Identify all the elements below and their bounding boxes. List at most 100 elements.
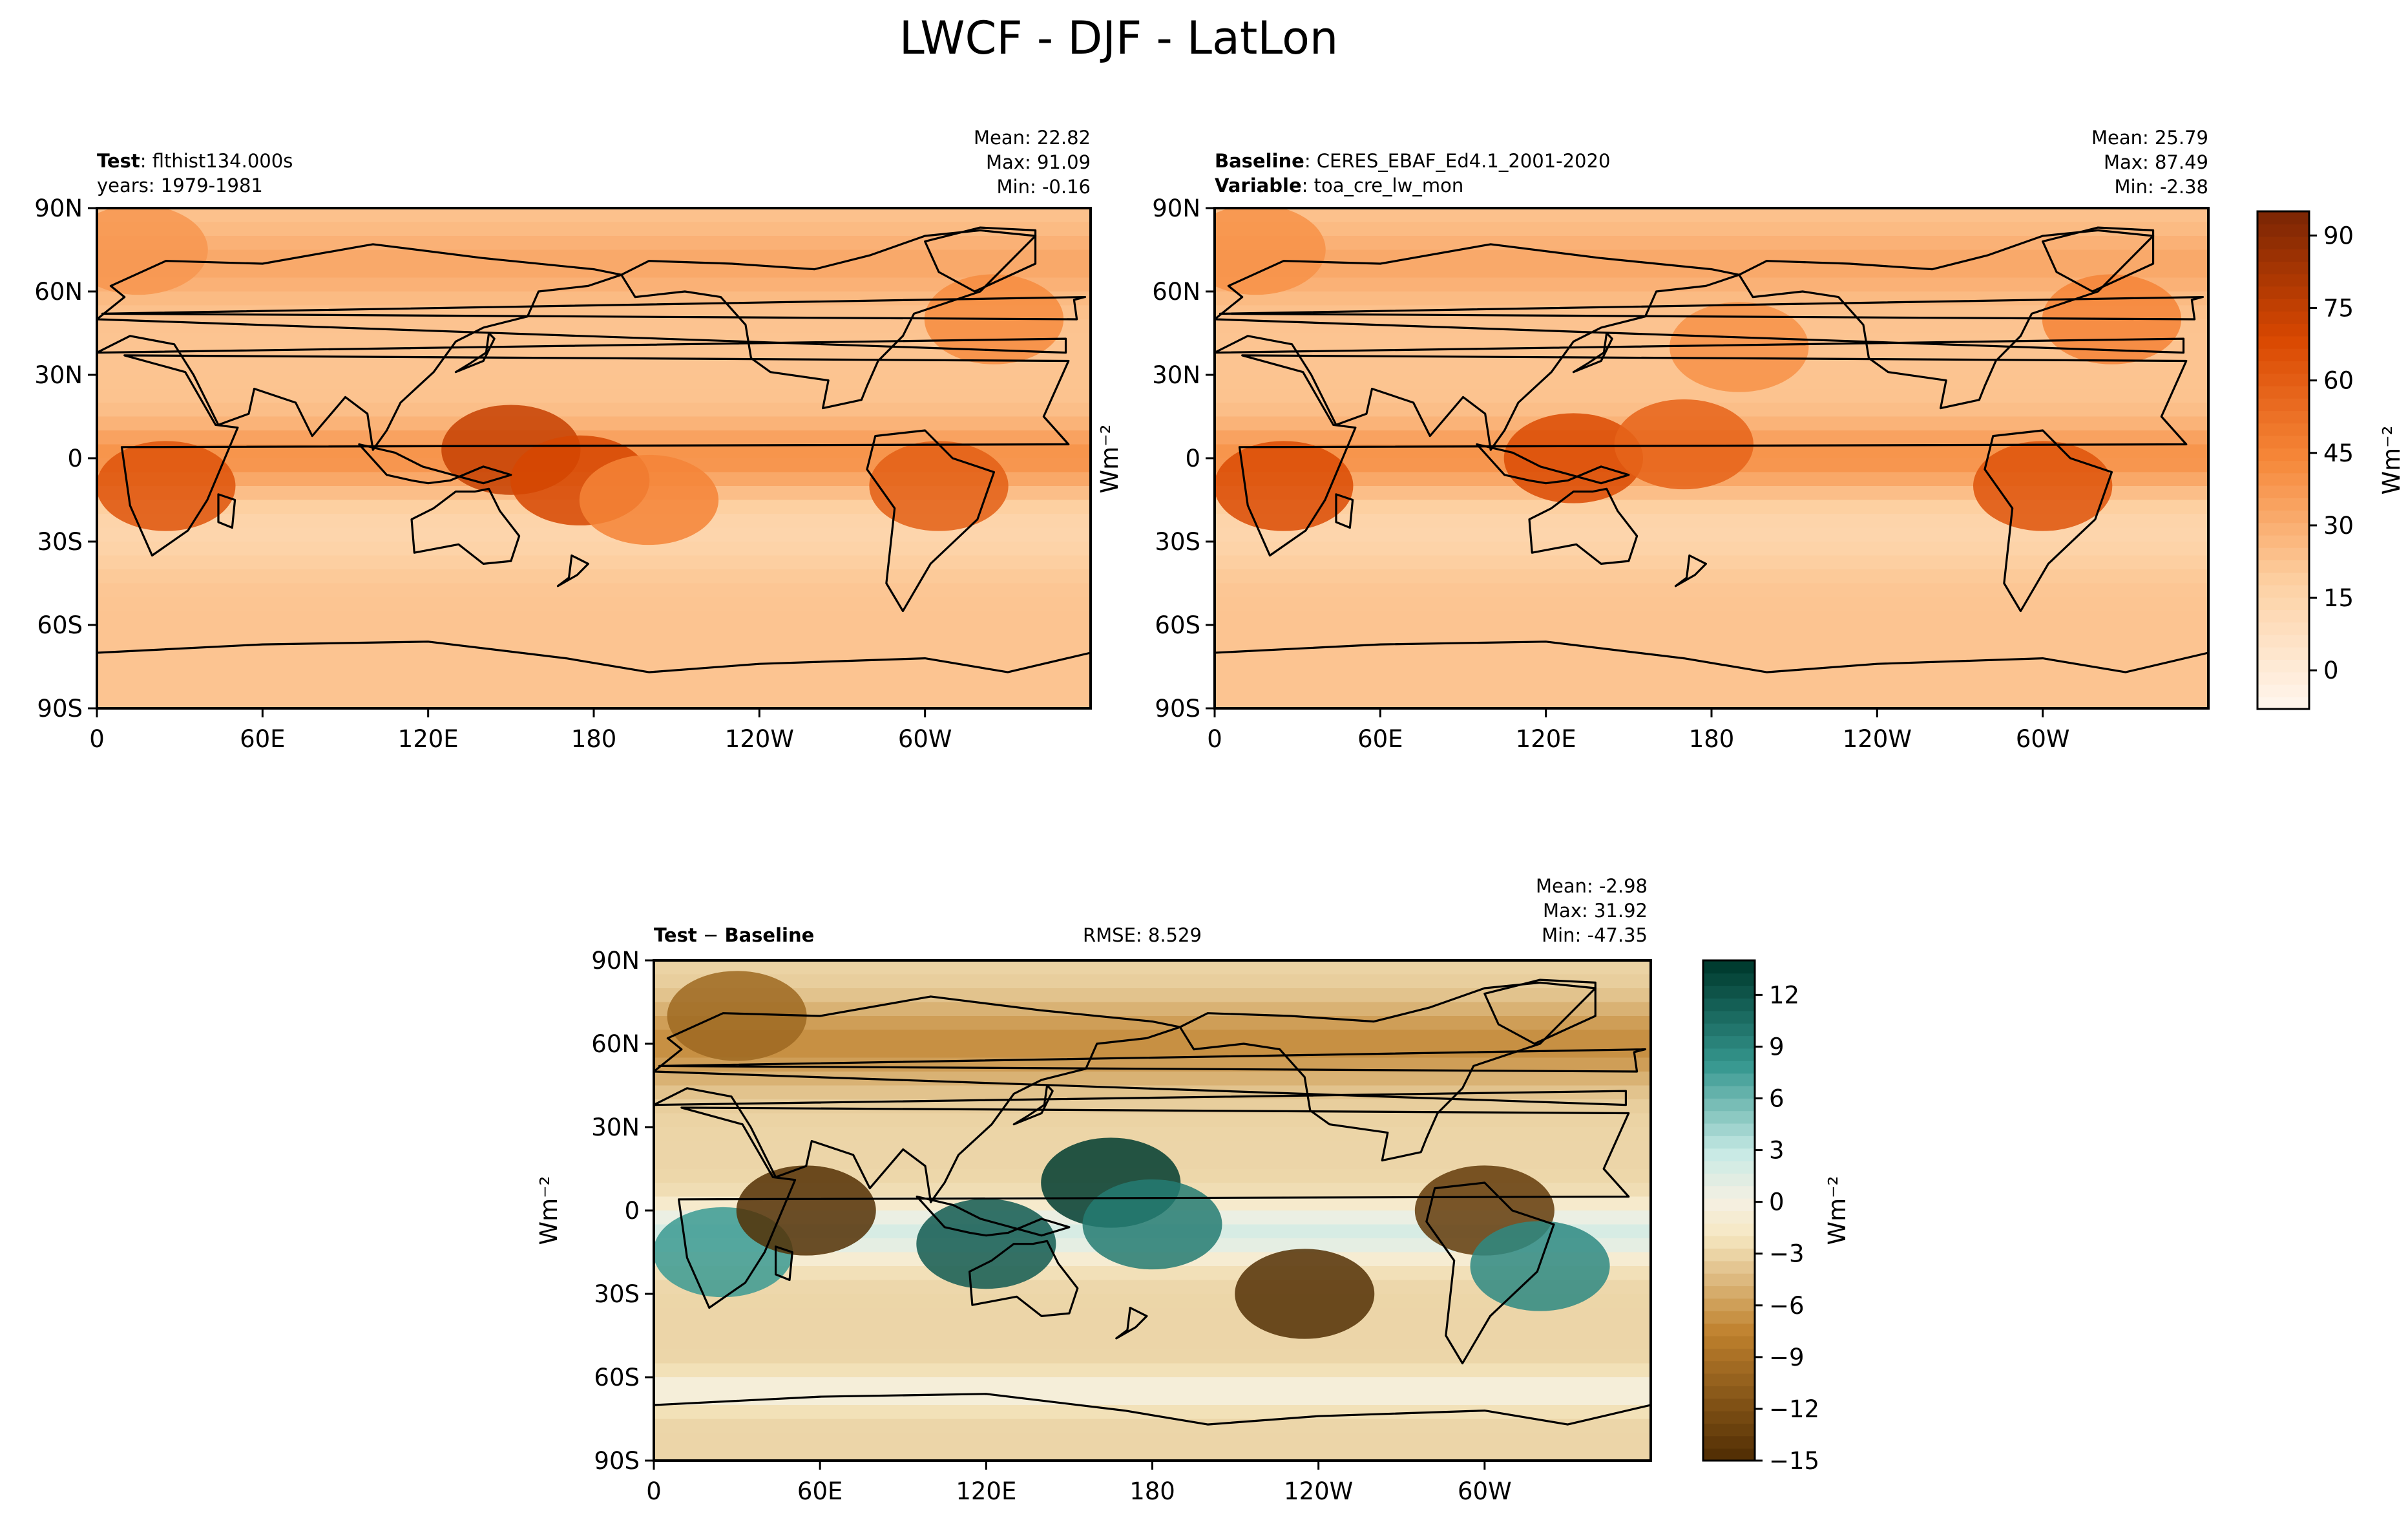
test-max: Max: 91.09	[986, 151, 1091, 173]
diff-y-tick-label: 30N	[591, 1114, 640, 1141]
test-lat-band	[97, 666, 1091, 681]
diff-feature	[736, 1165, 876, 1256]
diff-map: 0 60E 120E 180 120W 60W 90N 60N 30N 0 30S 60S 90S	[591, 947, 1652, 1505]
colorbar-diff-segment	[1703, 1373, 1755, 1386]
colorbar-diff-label: Wm⁻²	[1823, 1176, 1851, 1245]
coastline-madagascar	[217, 493, 236, 529]
colorbar-diff-segment	[1703, 1073, 1755, 1086]
diff-lat-band	[654, 1433, 1651, 1448]
test-lat-band	[97, 597, 1091, 612]
colorbar-diff-segment	[1703, 1097, 1755, 1112]
coastline-madagascar	[1335, 493, 1354, 529]
colorbar-top-segment	[2257, 323, 2309, 337]
test-lat-band	[97, 527, 1091, 542]
test-x-tick-label: 60W	[898, 725, 952, 753]
diff-y-tick-label: 60N	[591, 1030, 640, 1058]
test-feature	[869, 441, 1009, 531]
baseline-lat-band	[1215, 222, 2208, 237]
test-y-tick-label: 60N	[34, 278, 83, 306]
coastline-africa	[1238, 354, 2188, 557]
diff-lat-band	[654, 1127, 1651, 1142]
test-lat-band	[97, 555, 1091, 570]
colorbar-top-segment	[2257, 373, 2309, 386]
diff-mean: Mean: -2.98	[1535, 875, 1648, 897]
baseline-y-tick-label: 90S	[1155, 695, 1200, 723]
colorbar-top-segment	[2257, 298, 2309, 312]
coastline-north-america	[1738, 229, 2155, 410]
colorbar-top-tick-label: 60	[2323, 367, 2354, 395]
coastline-south-america	[866, 429, 996, 613]
coastline-greenland	[924, 226, 1037, 293]
colorbar-diff-segment	[1703, 973, 1755, 986]
test-lat-band	[97, 583, 1091, 598]
colorbar-top-segment	[2257, 634, 2309, 648]
test-map: 0 60E 120E 180 120W 60W 90N 60N 30N 0 30S 60S 90S	[34, 195, 1092, 753]
colorbar-top-segment	[2257, 572, 2309, 586]
colorbar-top-segment	[2257, 646, 2309, 660]
colorbar-diff-segment	[1703, 1285, 1755, 1299]
baseline-lat-band	[1215, 583, 2208, 598]
test-y-tick-label: 60S	[37, 611, 83, 639]
baseline-lat-band	[1215, 597, 2208, 612]
colorbar-top: 0 15 30 45 60 75 90 Wm⁻²	[2256, 210, 2405, 710]
baseline-x-tick-label: 120E	[1516, 725, 1576, 753]
colorbar-top-segment	[2257, 659, 2309, 673]
colorbar-diff-segment	[1703, 1410, 1755, 1424]
test-lat-band	[97, 611, 1091, 626]
colorbar-top-tick-label: 45	[2323, 439, 2354, 467]
colorbar-diff-segment	[1703, 1035, 1755, 1049]
colorbar-diff-frame	[1702, 959, 1756, 1462]
colorbar-top-segment	[2257, 236, 2309, 249]
colorbar-top-tick-label: 30	[2323, 512, 2354, 540]
diff-lat-band	[654, 1072, 1651, 1086]
diff-x-tick-label: 0	[646, 1477, 662, 1505]
baseline-lat-band	[1215, 236, 2208, 251]
colorbar-diff-segment	[1703, 1260, 1755, 1274]
baseline-feature	[1614, 399, 1754, 490]
colorbar-diff-segment	[1703, 1060, 1755, 1074]
colorbar-diff-segment	[1703, 1123, 1755, 1136]
diff-lat-band	[654, 960, 1651, 975]
coastline-uk	[658, 1048, 1647, 1073]
diff-lat-band	[654, 1322, 1651, 1337]
baseline-lat-band	[1215, 542, 2208, 556]
colorbar-top-segment	[2257, 348, 2309, 361]
test-x-tick-label: 120W	[725, 725, 794, 753]
diff-lat-band	[654, 1113, 1651, 1128]
test-lat-band	[97, 222, 1091, 237]
colorbar-diff-tick-label: −15	[1769, 1447, 1819, 1475]
diff-field	[654, 960, 1651, 1461]
colorbar-diff-tick-label: 6	[1769, 1085, 1785, 1113]
colorbar-diff-segment	[1703, 1110, 1755, 1124]
test-lat-band	[97, 291, 1091, 306]
diff-rmse: RMSE: 8.529	[1083, 924, 1202, 946]
baseline-feature	[1973, 441, 2113, 531]
coastline-australia	[1528, 487, 1638, 565]
coastline-new-zealand	[556, 554, 590, 587]
coastline-indonesia	[1476, 443, 1630, 485]
colorbar-diff-segment	[1703, 1323, 1755, 1337]
colorbar-top-segment	[2257, 361, 2309, 374]
diff-feature	[1082, 1179, 1222, 1270]
test-field	[97, 208, 1091, 708]
coastline-japan	[454, 332, 496, 374]
colorbar-top-segment	[2257, 584, 2309, 598]
baseline-lat-band	[1215, 527, 2208, 542]
coastline-greenland	[2042, 226, 2155, 293]
test-y-tick-label: 30N	[34, 361, 83, 389]
colorbar-diff-segment	[1703, 1235, 1755, 1249]
colorbar-diff-segment	[1703, 1310, 1755, 1324]
diff-stats: Mean: -2.98 Max: 31.92 Min: -47.35	[1396, 874, 1648, 947]
coastline-australia	[410, 487, 521, 565]
colorbar-top-segment	[2257, 547, 2309, 560]
diff-feature	[916, 1198, 1056, 1289]
colorbar-diff-segment	[1703, 1360, 1755, 1374]
colorbar-top-segment	[2257, 385, 2309, 399]
baseline-stats: Mean: 25.79 Max: 87.49 Min: -2.38	[1958, 125, 2208, 199]
coastline-uk	[1219, 296, 2204, 321]
baseline-min: Min: -2.38	[2114, 176, 2208, 198]
test-x-tick-label: 180	[571, 725, 617, 753]
baseline-lat-band	[1215, 208, 2208, 223]
colorbar-top-segment	[2257, 410, 2309, 424]
test-header-left: Test: flthist134.000s years: 1979-1981	[97, 149, 293, 198]
